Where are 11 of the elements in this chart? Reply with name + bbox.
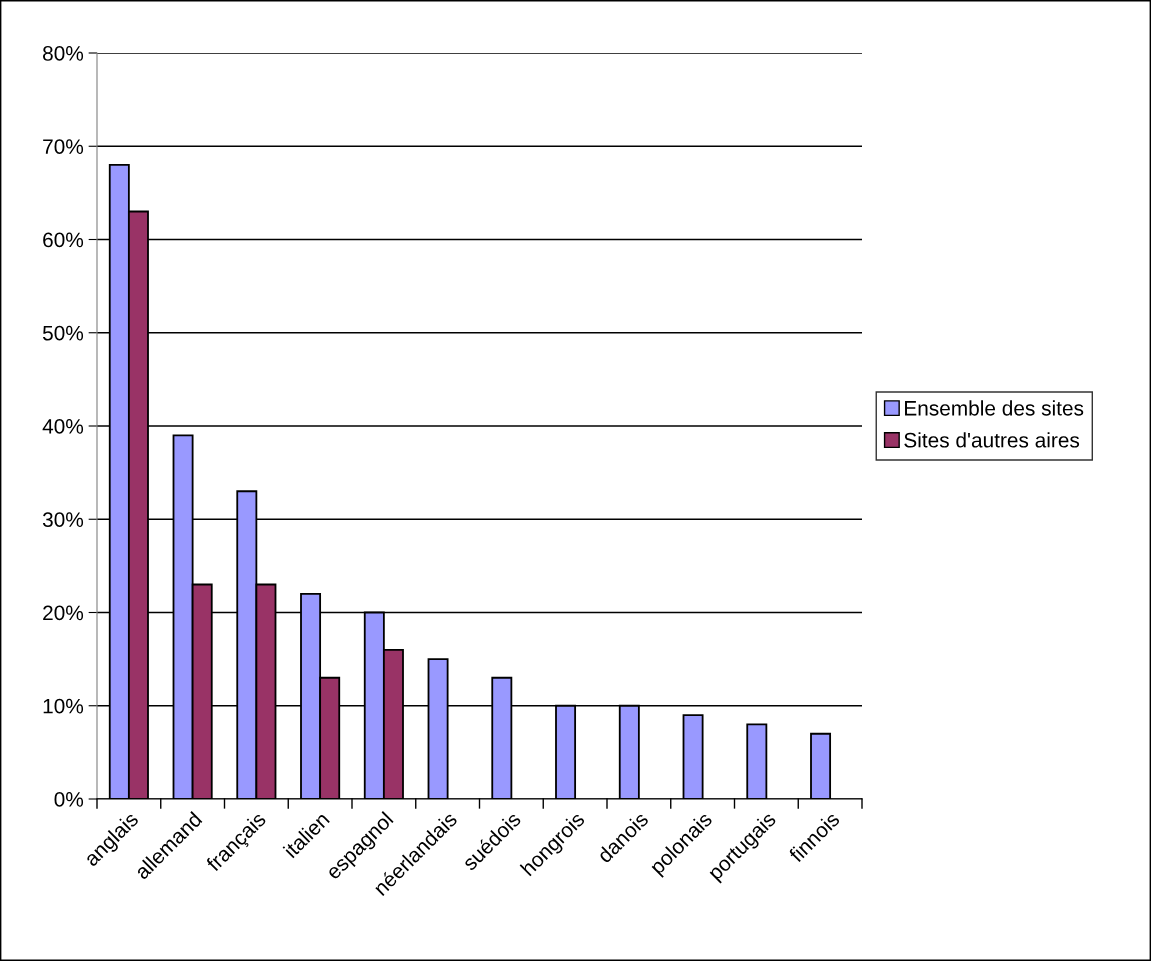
y-tick-label: 40%	[42, 419, 84, 434]
legend-label: Ensemble des sites	[905, 400, 1084, 416]
y-tick-label: 10%	[43, 698, 84, 714]
y-tick-label: 30%	[42, 512, 84, 527]
y-tick-label: 70%	[43, 139, 84, 154]
legend-label: Sites d'autres aires	[904, 432, 1080, 448]
y-tick-label: 0%	[54, 792, 84, 807]
y-tick-label: 80%	[43, 46, 84, 61]
y-tick-label: 60%	[43, 232, 84, 248]
y-tick-label: 50%	[42, 325, 84, 341]
y-tick-label: 20%	[43, 605, 84, 621]
